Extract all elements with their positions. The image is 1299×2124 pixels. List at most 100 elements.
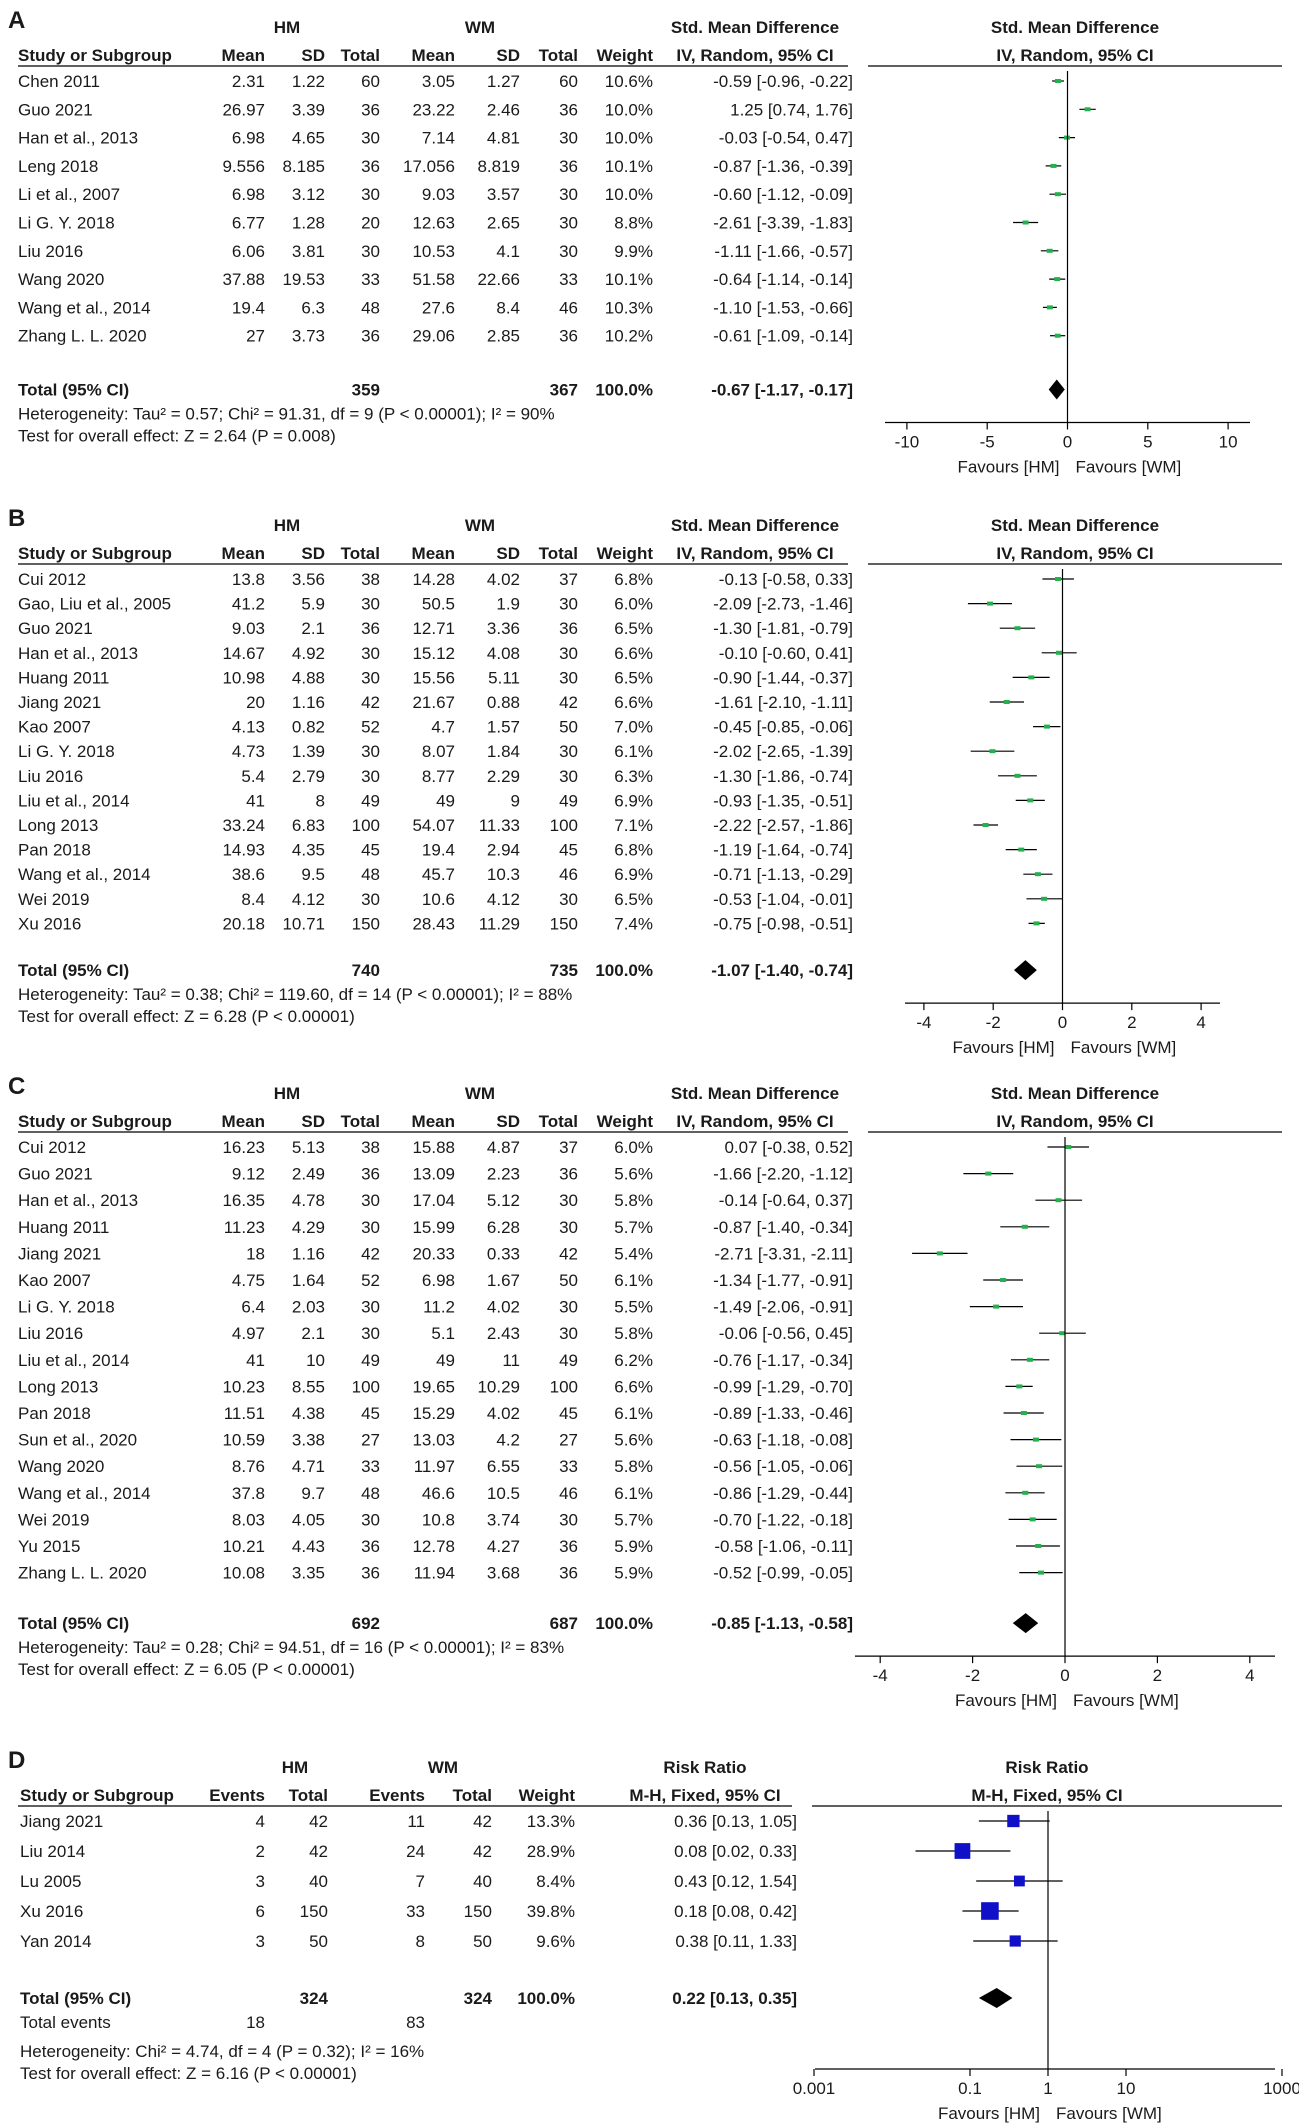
study-weight: 9.9%	[614, 242, 653, 261]
point-estimate-marker	[1022, 1225, 1028, 1229]
study-cell: 10.53	[412, 242, 455, 261]
study-ci: -0.10 [-0.60, 0.41]	[719, 644, 853, 663]
study-cell: 20.18	[222, 914, 265, 933]
x-tick-label: -5	[980, 432, 995, 451]
study-weight: 5.4%	[614, 1244, 653, 1263]
study-cell: 4.7	[431, 718, 455, 737]
study-cell: 19.4	[232, 298, 265, 317]
point-estimate-marker	[1033, 1438, 1039, 1442]
study-name: Huang 2011	[18, 1218, 109, 1237]
study-ci: 0.18 [0.08, 0.42]	[674, 1902, 797, 1921]
study-ci: -0.58 [-1.06, -0.11]	[714, 1537, 853, 1556]
study-name: Wang et al., 2014	[18, 865, 151, 884]
study-cell: 5.13	[292, 1138, 325, 1157]
point-estimate-marker	[1014, 774, 1020, 778]
column-header: Study or Subgroup	[18, 1112, 172, 1131]
study-cell: 30	[361, 242, 380, 261]
study-cell: 6.98	[422, 1271, 455, 1290]
group1-header: HM	[274, 1084, 300, 1103]
study-cell: 45	[361, 1404, 380, 1423]
study-ci: -0.60 [-1.12, -0.09]	[713, 185, 853, 204]
study-cell: 150	[352, 914, 380, 933]
study-cell: 6.83	[292, 816, 325, 835]
study-weight: 6.9%	[614, 791, 653, 810]
study-weight: 5.6%	[614, 1431, 653, 1450]
point-estimate-marker	[1022, 1491, 1028, 1495]
study-cell: 1.39	[292, 742, 325, 761]
study-cell: 30	[361, 1510, 380, 1529]
study-ci: -0.71 [-1.13, -0.29]	[713, 865, 853, 884]
study-cell: 46.6	[422, 1484, 455, 1503]
panel-letter: C	[8, 1073, 25, 1100]
study-cell: 8.4	[496, 298, 520, 317]
study-cell: 21.67	[412, 693, 455, 712]
study-name: Li G. Y. 2018	[18, 214, 115, 233]
x-tick-label: 10	[1117, 2079, 1136, 2098]
study-cell: 27	[246, 327, 265, 346]
study-cell: 52	[361, 1271, 380, 1290]
study-weight: 5.7%	[614, 1218, 653, 1237]
study-name: Lu 2005	[20, 1872, 81, 1891]
study-cell: 5.1	[431, 1324, 455, 1343]
point-estimate-marker	[1000, 1278, 1006, 1282]
study-name: Wei 2019	[18, 1510, 90, 1529]
total-ci: 0.22 [0.13, 0.35]	[672, 1989, 797, 2008]
column-header: SD	[301, 544, 325, 563]
study-cell: 51.58	[412, 270, 455, 289]
study-cell: 42	[559, 693, 578, 712]
total-n2: 324	[464, 1989, 493, 2008]
column-header-ci: M-H, Fixed, 95% CI	[629, 1786, 780, 1805]
x-tick-label: 10	[1219, 432, 1238, 451]
pooled-estimate-diamond	[1013, 1613, 1038, 1633]
study-ci: -2.02 [-2.65, -1.39]	[713, 742, 853, 761]
column-header-plot-ci: M-H, Fixed, 95% CI	[971, 1786, 1122, 1805]
point-estimate-marker	[1044, 725, 1050, 729]
study-cell: 23.22	[412, 100, 455, 119]
study-ci: -2.61 [-3.39, -1.83]	[713, 214, 853, 233]
x-tick-label: 4	[1245, 1666, 1254, 1685]
study-cell: 1.16	[292, 1244, 325, 1263]
column-header: Weight	[597, 544, 654, 563]
study-ci: -0.61 [-1.09, -0.14]	[713, 327, 853, 346]
group1-header: HM	[282, 1758, 308, 1777]
study-cell: 36	[361, 1165, 380, 1184]
study-cell: 36	[559, 157, 578, 176]
total-n1: 359	[352, 380, 380, 399]
panel-letter: B	[8, 505, 25, 532]
study-cell: 46	[559, 1484, 578, 1503]
study-cell: 37.88	[222, 270, 265, 289]
study-weight: 6.0%	[614, 1138, 653, 1157]
point-estimate-marker	[1030, 1517, 1036, 1521]
total-weight: 100.0%	[517, 1989, 575, 2008]
overall-effect-text: Test for overall effect: Z = 2.64 (P = 0…	[18, 426, 336, 445]
study-cell: 10.23	[222, 1377, 265, 1396]
study-name: Leng 2018	[18, 157, 98, 176]
study-cell: 8.07	[422, 742, 455, 761]
x-tick-label: -4	[873, 1666, 888, 1685]
study-name: Liu et al., 2014	[18, 791, 130, 810]
study-cell: 52	[361, 718, 380, 737]
study-cell: 30	[559, 1218, 578, 1237]
study-name: Li G. Y. 2018	[18, 742, 115, 761]
study-cell: 4.12	[487, 890, 520, 909]
study-cell: 11.51	[224, 1404, 265, 1423]
measure-header: Std. Mean Difference	[671, 516, 839, 535]
study-weight: 8.4%	[536, 1872, 575, 1891]
study-cell: 11.2	[423, 1298, 455, 1317]
study-cell: 7	[416, 1872, 425, 1891]
favours-hm-label: Favours [HM]	[952, 1038, 1054, 1057]
study-cell: 33	[406, 1902, 425, 1921]
study-cell: 49	[436, 1351, 455, 1370]
study-name: Pan 2018	[18, 1404, 91, 1423]
study-cell: 150	[300, 1902, 328, 1921]
study-cell: 4.65	[292, 129, 325, 148]
study-cell: 36	[361, 619, 380, 638]
study-cell: 15.99	[412, 1218, 455, 1237]
study-cell: 33.24	[222, 816, 265, 835]
study-cell: 46	[559, 865, 578, 884]
study-ci: -1.61 [-2.10, -1.11]	[714, 693, 853, 712]
x-tick-label: 0.001	[793, 2079, 836, 2098]
study-cell: 2.31	[232, 72, 265, 91]
study-cell: 3.73	[292, 327, 325, 346]
study-cell: 30	[361, 644, 380, 663]
